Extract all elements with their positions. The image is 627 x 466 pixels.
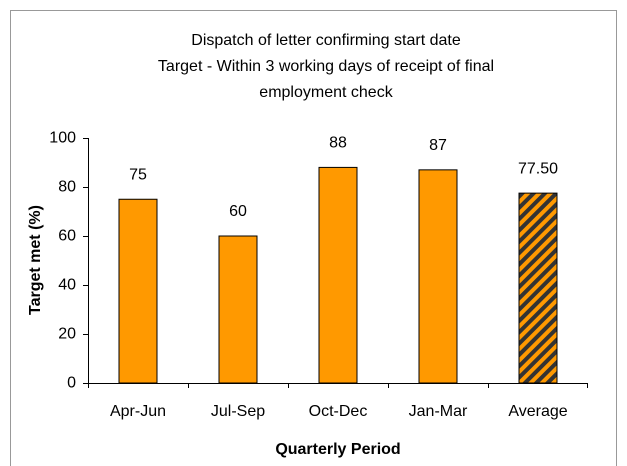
x-tick-label: Average (508, 403, 567, 420)
bar (518, 192, 558, 384)
chart-title: Dispatch of letter confirming start date (191, 32, 461, 49)
x-tick-label: Jul-Sep (211, 403, 265, 420)
chart-frame (10, 10, 617, 466)
y-tick-label: 100 (49, 130, 76, 147)
y-axis-title: Target met (%) (27, 205, 44, 315)
y-tick-label: 60 (58, 228, 76, 245)
y-tick-label: 0 (67, 375, 76, 392)
bar (118, 198, 158, 384)
value-label: 88 (329, 135, 347, 152)
value-label: 60 (229, 203, 247, 220)
y-tick-label: 40 (58, 277, 76, 294)
bar (418, 169, 458, 384)
y-tick-label: 80 (58, 179, 76, 196)
bar (318, 166, 358, 384)
x-tick-label: Jan-Mar (409, 403, 468, 420)
value-label: 77.50 (518, 160, 558, 177)
bar (218, 235, 258, 384)
chart-title: Target - Within 3 working days of receip… (158, 58, 494, 75)
value-label: 87 (429, 137, 447, 154)
y-tick-label: 20 (58, 326, 76, 343)
value-label: 75 (129, 166, 147, 183)
x-tick-label: Apr-Jun (110, 403, 166, 420)
x-axis-title: Quarterly Period (275, 441, 400, 458)
x-tick-label: Oct-Dec (309, 403, 368, 420)
chart-title: employment check (259, 84, 393, 101)
